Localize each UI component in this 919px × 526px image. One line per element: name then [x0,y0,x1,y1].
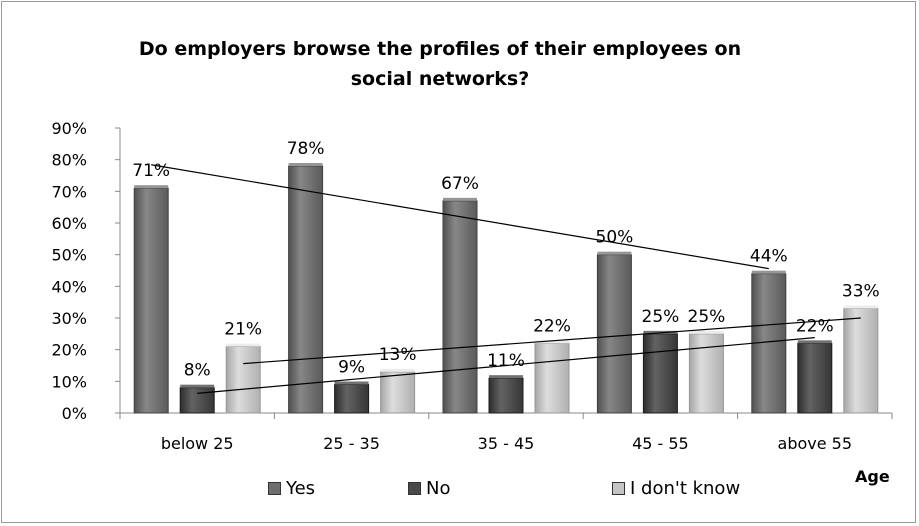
bar-top [443,197,477,201]
bar-top [843,305,878,309]
bar-top [689,330,724,334]
legend-swatch-no [408,482,421,495]
trendline-i-don-t-know [243,317,861,365]
y-tick-label: 90% [51,119,87,138]
bar-i-don-t-know [380,371,416,414]
y-tick-label: 20% [51,341,87,360]
data-label: 22% [796,316,834,336]
legend-label-dont-know: I don't know [630,478,741,499]
x-tick-label: 25 - 35 [323,434,380,453]
legend-item-dont-know: I don't know [612,478,740,499]
data-label: 67% [441,174,479,194]
data-label: 33% [842,282,880,302]
data-label: 25% [642,307,680,327]
data-label: 21% [224,320,262,340]
data-label: 22% [533,316,571,336]
bar-top [380,368,415,372]
legend-label-no: No [426,478,451,499]
bar-top [180,384,215,388]
legend-swatch-dont-know [612,482,625,495]
y-tick-label: 60% [51,214,87,233]
data-label: 13% [379,345,417,365]
y-tick-label: 30% [51,309,87,328]
bar-no [179,387,215,414]
data-label: 71% [132,161,170,181]
x-tick-label: 45 - 55 [632,434,689,453]
bar-i-don-t-know [688,333,724,414]
bar-top [288,163,323,166]
bar-top [489,375,523,379]
data-label: 9% [338,358,365,378]
legend-label-yes: Yes [286,478,316,499]
legend-item-yes: Yes [268,478,315,499]
bar-no [488,377,524,414]
y-tick-label: 40% [51,277,87,296]
y-tick-label: 80% [51,151,87,170]
bar-i-don-t-know [225,346,261,414]
y-tick-label: 10% [51,372,87,391]
bar-yes [442,200,478,414]
y-tick-label: 70% [51,182,87,201]
bar-top [134,185,169,189]
chart-title: Do employers browse the profiles of thei… [60,34,820,94]
bar-i-don-t-know [843,308,879,414]
data-label: 25% [688,307,726,327]
bar-i-don-t-know [534,342,570,414]
x-axis-title: Age [855,467,890,486]
bar-no [334,384,370,414]
y-tick-label: 50% [51,246,87,265]
bar-top [797,340,832,344]
trendline-yes [151,164,769,270]
bar-top [226,343,261,347]
data-label: 78% [287,139,325,159]
data-label: 50% [596,228,634,248]
x-tick-label: above 55 [778,434,853,453]
legend-item-no: No [408,478,450,499]
bar-no [797,342,833,414]
legend: Yes No I don't know [0,478,919,502]
chart-title-line-2: social networks? [350,68,530,90]
legend-swatch-yes [268,482,281,495]
bar-yes [133,187,169,414]
x-tick-label: below 25 [161,434,234,453]
data-label: 44% [750,247,788,267]
bar-yes [596,254,632,414]
x-tick-label: 35 - 45 [478,434,535,453]
bar-no [642,333,678,414]
data-label: 8% [184,361,211,381]
bar-top [334,381,369,385]
data-label: 11% [487,351,525,371]
trendline-no [197,337,815,394]
y-tick-label: 0% [62,404,87,423]
bar-yes [288,165,324,414]
bar-top [597,251,632,255]
bar-top [535,340,569,344]
bar-top [751,270,786,274]
chart-title-line-1: Do employers browse the profiles of thei… [138,38,742,60]
